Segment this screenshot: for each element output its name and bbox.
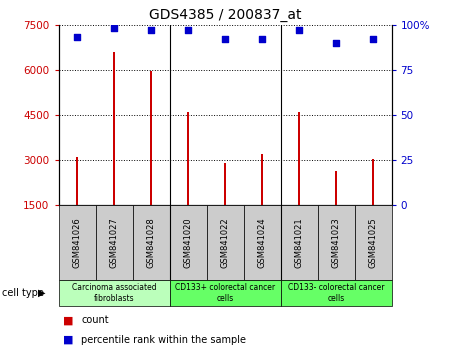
Bar bbox=[170, 280, 280, 306]
Bar bbox=[132, 205, 170, 280]
Text: GSM841020: GSM841020 bbox=[184, 217, 193, 268]
Bar bbox=[170, 205, 207, 280]
Bar bbox=[95, 205, 132, 280]
Point bbox=[333, 40, 340, 46]
Text: count: count bbox=[81, 315, 108, 325]
Point bbox=[295, 27, 302, 33]
Text: GSM841024: GSM841024 bbox=[257, 217, 266, 268]
Text: ■: ■ bbox=[63, 315, 73, 325]
Text: CD133- colorectal cancer
cells: CD133- colorectal cancer cells bbox=[288, 283, 384, 303]
Text: cell type: cell type bbox=[2, 288, 44, 298]
Text: GSM841028: GSM841028 bbox=[147, 217, 156, 268]
Bar bbox=[280, 280, 392, 306]
Bar bbox=[112, 52, 116, 205]
Text: CD133+ colorectal cancer
cells: CD133+ colorectal cancer cells bbox=[175, 283, 275, 303]
Title: GDS4385 / 200837_at: GDS4385 / 200837_at bbox=[149, 8, 301, 22]
Bar bbox=[261, 154, 264, 205]
Text: GSM841025: GSM841025 bbox=[369, 217, 378, 268]
Text: GSM841027: GSM841027 bbox=[109, 217, 118, 268]
Text: Carcinoma associated
fibroblasts: Carcinoma associated fibroblasts bbox=[72, 283, 156, 303]
Bar bbox=[186, 112, 189, 205]
Bar bbox=[149, 72, 153, 205]
Text: GSM841026: GSM841026 bbox=[72, 217, 81, 268]
Bar bbox=[280, 205, 318, 280]
Point bbox=[258, 36, 265, 42]
Bar bbox=[243, 205, 280, 280]
Bar bbox=[224, 163, 226, 205]
Point bbox=[184, 27, 192, 33]
Bar bbox=[76, 157, 78, 205]
Point bbox=[73, 35, 81, 40]
Bar bbox=[355, 205, 392, 280]
Text: ■: ■ bbox=[63, 335, 73, 345]
Text: percentile rank within the sample: percentile rank within the sample bbox=[81, 335, 246, 345]
Text: GSM841023: GSM841023 bbox=[332, 217, 341, 268]
Bar bbox=[207, 205, 243, 280]
Point bbox=[148, 27, 155, 33]
Bar bbox=[334, 171, 338, 205]
Text: GSM841021: GSM841021 bbox=[294, 217, 303, 268]
Point bbox=[369, 36, 377, 42]
Bar bbox=[58, 205, 95, 280]
Text: GSM841022: GSM841022 bbox=[220, 217, 230, 268]
Bar bbox=[372, 159, 374, 205]
Bar bbox=[318, 205, 355, 280]
Point bbox=[221, 36, 229, 42]
Point bbox=[110, 25, 117, 31]
Bar bbox=[58, 280, 170, 306]
Text: ▶: ▶ bbox=[38, 288, 46, 298]
Bar bbox=[297, 112, 301, 205]
